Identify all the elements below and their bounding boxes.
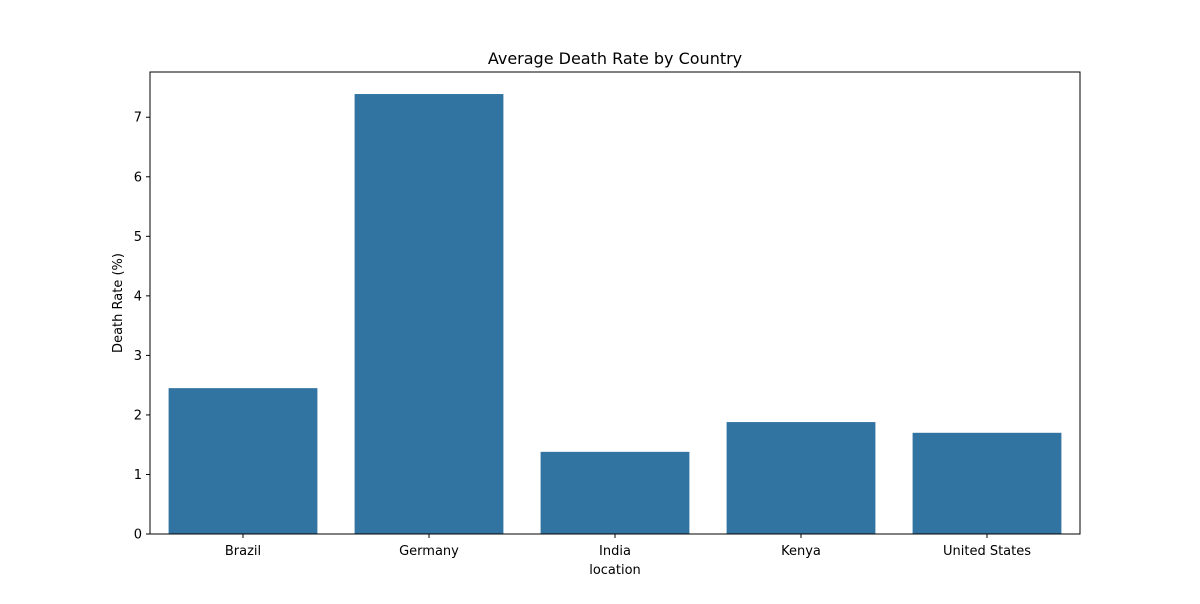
x-tick-label: Brazil (225, 544, 261, 559)
bar-germany (354, 94, 504, 534)
x-tick-label: Germany (399, 544, 459, 559)
y-tick-label: 6 (134, 170, 142, 185)
bar-kenya (726, 422, 876, 534)
x-axis-label: location (589, 563, 641, 578)
y-axis: 0 1 2 3 4 5 6 7 (134, 111, 150, 543)
x-tick-label: India (599, 544, 631, 559)
y-tick-label: 1 (134, 468, 142, 483)
y-tick-label: 5 (134, 230, 142, 245)
y-tick-label: 4 (134, 289, 142, 304)
plot-frame (149, 71, 1081, 535)
y-tick-label: 2 (134, 408, 142, 423)
x-axis: Brazil Germany India Kenya United States (225, 534, 1031, 559)
bar-united-states (912, 432, 1062, 534)
y-tick-label: 7 (134, 111, 142, 126)
bar-india (540, 451, 690, 534)
bar-brazil (168, 388, 318, 534)
x-tick-label: United States (943, 544, 1031, 559)
x-tick-label: Kenya (781, 544, 821, 559)
chart-title: Average Death Rate by Country (488, 49, 742, 68)
bars-layer (168, 94, 1062, 534)
y-tick-label: 3 (134, 349, 142, 364)
y-tick-label: 0 (134, 528, 142, 543)
y-axis-label: Death Rate (%) (111, 253, 126, 353)
